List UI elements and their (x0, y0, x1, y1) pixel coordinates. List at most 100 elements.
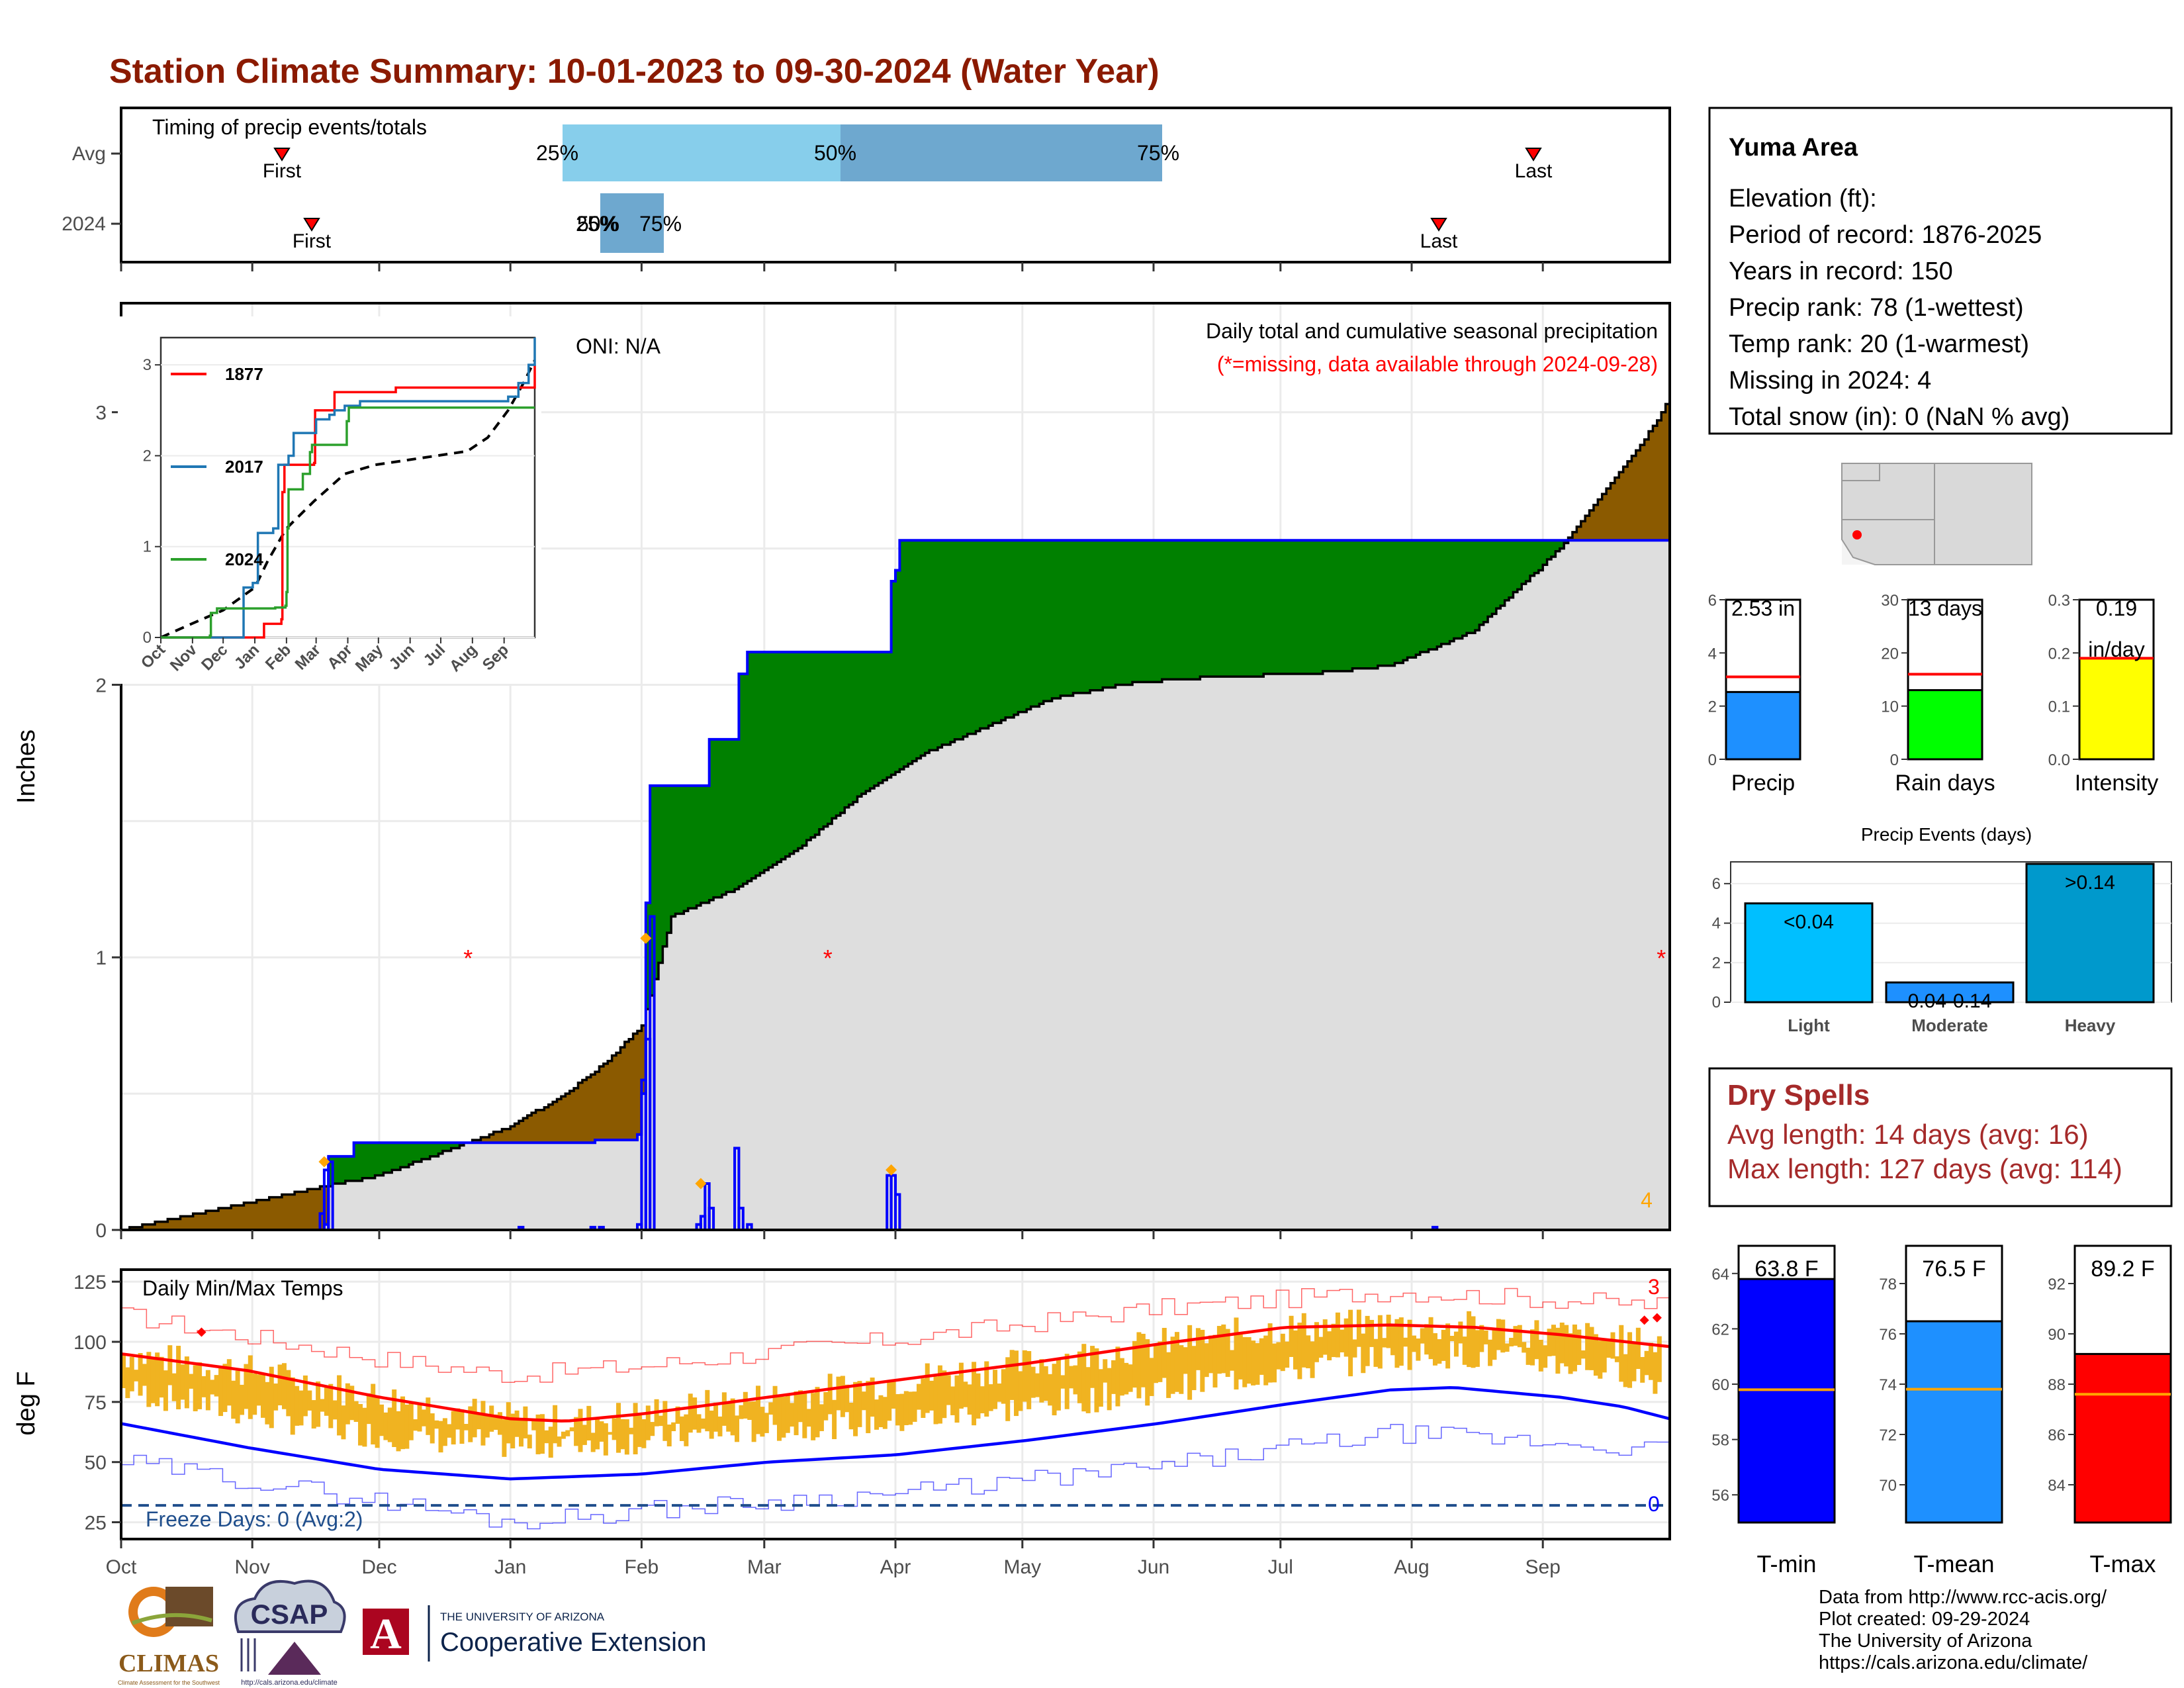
timing-avg-bar-25-50 (563, 124, 841, 181)
daily-temp-bar (510, 1413, 516, 1449)
daily-temp-bar (1280, 1333, 1285, 1372)
daily-temp-bar (891, 1380, 896, 1409)
daily-temp-bar (1161, 1327, 1167, 1378)
timing-2024-last-marker (1430, 218, 1447, 232)
daily-temp-bar (1361, 1333, 1366, 1374)
daily-temp-bar (1445, 1323, 1451, 1369)
daily-temp-bar (921, 1378, 926, 1418)
precip-event-value: >0.14 (2065, 872, 2115, 894)
daily-temp-bar (1382, 1338, 1387, 1348)
daily-temp-bar (265, 1382, 270, 1425)
precip-summary-tick-label: 0.0 (2048, 751, 2070, 769)
ua-letter: A (370, 1610, 402, 1658)
daily-temp-bar (201, 1376, 206, 1397)
daily-temp-bar (1377, 1315, 1383, 1369)
daily-temp-bar (946, 1375, 951, 1405)
daily-temp-bar (1610, 1332, 1615, 1359)
precip-event-value: 0.04-0.14 (1908, 990, 1992, 1012)
daily-temp-bar (1230, 1350, 1235, 1371)
daily-temp-bar (362, 1407, 367, 1447)
daily-temp-bar (1534, 1320, 1539, 1360)
temp-summary-tick-label: 86 (2048, 1427, 2066, 1444)
daily-temp-bar (1191, 1346, 1197, 1391)
footer-credit-line: The University of Arizona (1819, 1630, 2032, 1652)
temp-summary-value: 63.8 F (1754, 1256, 1818, 1282)
precip-y-label: Inches (13, 729, 40, 804)
precip-summary-bar (1907, 689, 1983, 761)
daily-temp-bar (1216, 1326, 1222, 1374)
daily-temp-bar (1124, 1362, 1129, 1395)
daily-temp-bar (1132, 1340, 1138, 1388)
station-info-line: Total snow (in): 0 (NaN % avg) (1729, 403, 2070, 431)
csap-text: CSAP (251, 1599, 328, 1630)
precip-summary-tick-label: 0 (1708, 751, 1717, 769)
dry-spells-avg: Avg length: 14 days (avg: 16) (1727, 1119, 2089, 1150)
daily-temp-bar (184, 1356, 189, 1409)
station-info-line: Temp rank: 20 (1-warmest) (1729, 330, 2029, 358)
daily-temp-bar (1555, 1327, 1561, 1374)
daily-temp-bar (899, 1393, 905, 1431)
daily-temp-bar (311, 1400, 316, 1429)
dry-spells-frame (1708, 1067, 2173, 1207)
csap-logo: CSAP http://cals.arizona.edu/climate (234, 1579, 346, 1687)
timing-panel: Timing of precip events/totals Avg 2024 … (62, 107, 1671, 271)
daily-temp-bar (138, 1353, 143, 1396)
daily-temp-bar (1289, 1315, 1294, 1357)
daily-temp-bar (1183, 1347, 1188, 1374)
daily-temp-bar (1420, 1328, 1425, 1344)
daily-temp-bar (561, 1431, 566, 1439)
record-high-marker (197, 1327, 206, 1337)
station-info-lines: Elevation (ft): Period of record: 1876-20… (1729, 185, 2070, 431)
daily-temp-bar (743, 1391, 748, 1419)
daily-temp-bar (1077, 1351, 1082, 1403)
daily-temp-bar (1043, 1366, 1048, 1401)
inset-series-2017 (161, 338, 536, 639)
daily-temp-bar (666, 1425, 672, 1446)
month-label: Nov (235, 1556, 270, 1578)
daily-temp-bar (193, 1365, 198, 1411)
daily-temp-bar (477, 1414, 482, 1430)
daily-temp-bar (1242, 1336, 1248, 1387)
daily-temp-bar (1428, 1317, 1433, 1360)
missing-marker: * (463, 945, 473, 972)
daily-temp-bar (1369, 1319, 1375, 1347)
station-info-line: Years in record: 150 (1729, 258, 1953, 285)
daily-temp-bar (240, 1384, 245, 1415)
temp-y-tick-label: 50 (85, 1452, 107, 1474)
daily-temp-bar (1111, 1360, 1116, 1394)
locator-map (1841, 463, 2032, 565)
daily-temp-bar (950, 1386, 956, 1415)
daily-temp-bar (1356, 1309, 1361, 1347)
daily-temp-bar (1238, 1335, 1243, 1380)
daily-temp-bar (578, 1409, 583, 1452)
timing-2024-25: 25% (576, 212, 618, 236)
daily-temp-bar (1246, 1336, 1251, 1384)
daily-temp-bar (1098, 1369, 1103, 1407)
station-info-line: Precip rank: 78 (1-wettest) (1729, 294, 2024, 322)
daily-temp-bar (616, 1403, 621, 1453)
climas-text: CLIMAS (118, 1650, 219, 1677)
inset-y-tick-label: 0 (143, 629, 152, 647)
daily-temp-bar (463, 1424, 469, 1430)
daily-temp-bar (1580, 1350, 1586, 1359)
daily-temp-bar (1335, 1312, 1340, 1358)
daily-temp-bar (527, 1434, 532, 1449)
csap-url: http://cals.arizona.edu/climate (241, 1679, 338, 1687)
daily-temp-bars (121, 1309, 1662, 1458)
daily-temp-bar (1564, 1325, 1569, 1367)
daily-temp-bar (1170, 1336, 1175, 1394)
temp-summary-bar (1737, 1278, 1836, 1524)
daily-temp-bar (679, 1416, 684, 1441)
event-marker (695, 1178, 707, 1190)
daily-temp-bar (404, 1404, 410, 1449)
temp-summary-tick-label: 90 (2048, 1326, 2066, 1344)
daily-temp-bar (366, 1393, 371, 1425)
daily-temp-bar (557, 1436, 562, 1447)
daily-temp-bar (252, 1374, 257, 1415)
daily-temp-bar (1136, 1332, 1142, 1399)
ua-logo: A THE UNIVERSITY OF ARIZONA Cooperative … (363, 1605, 706, 1662)
daily-temp-bar (1179, 1345, 1184, 1394)
daily-temp-bar (408, 1403, 414, 1440)
daily-temp-bar (675, 1406, 680, 1424)
